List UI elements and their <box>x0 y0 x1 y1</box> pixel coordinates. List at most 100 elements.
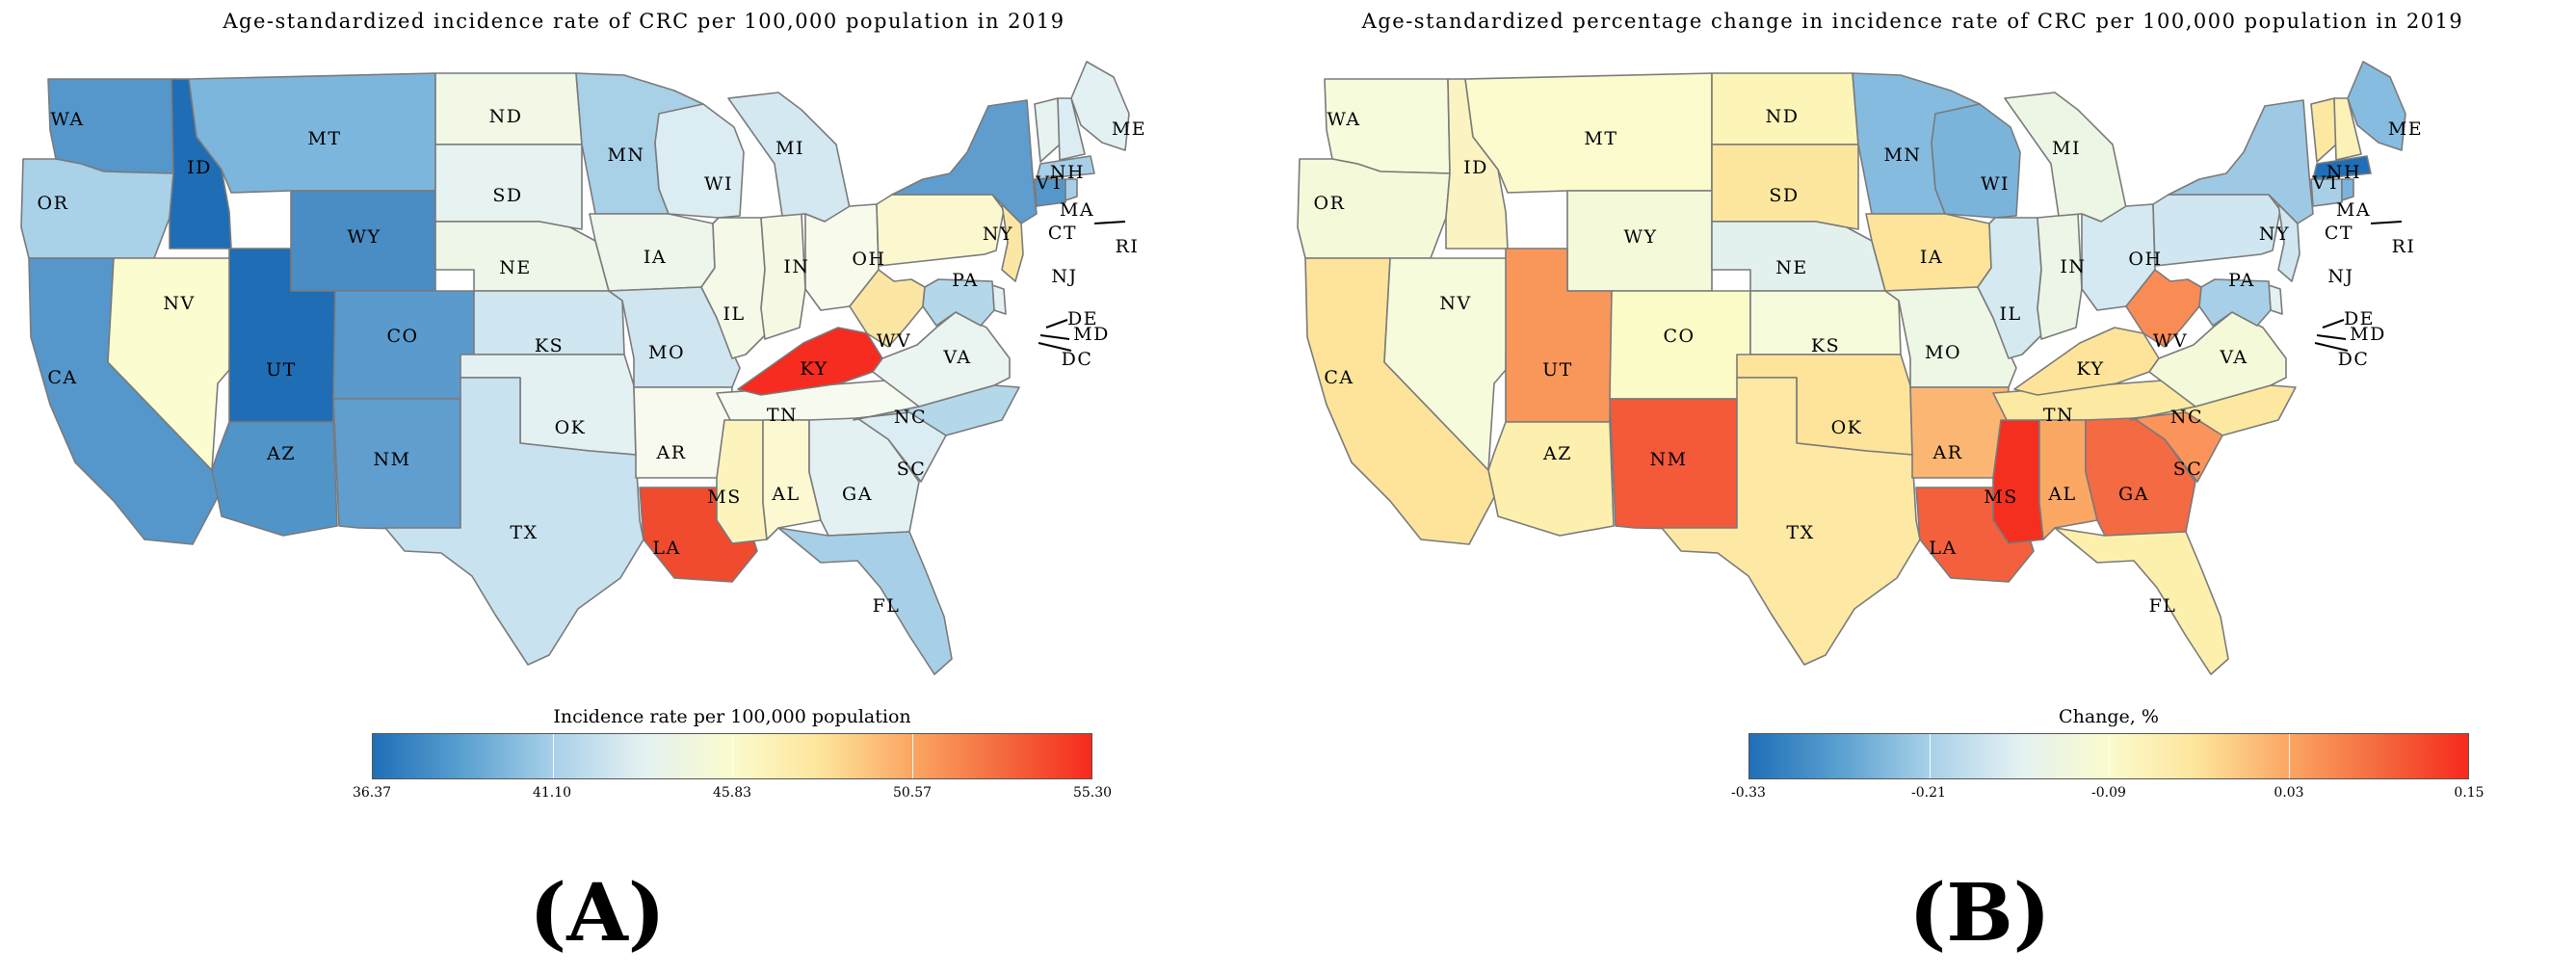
state-label-wv: WV <box>2153 330 2188 352</box>
state-ne <box>434 221 610 292</box>
state-label-id: ID <box>187 157 212 178</box>
state-label-ri: RI <box>1116 236 1140 257</box>
state-label-fl: FL <box>873 595 901 617</box>
state-label-wv: WV <box>877 330 911 352</box>
legend-tick-label: -0.21 <box>1911 785 1946 801</box>
state-label-dc: DC <box>2338 349 2370 370</box>
state-nh <box>1057 97 1086 161</box>
legend-labels-b: -0.33 -0.21 -0.09 0.03 0.15 <box>1731 785 2484 806</box>
state-label-il: IL <box>1999 303 2021 325</box>
state-label-mt: MT <box>1584 128 1617 149</box>
state-ma <box>2312 155 2372 180</box>
state-label-ma: MA <box>1060 199 1094 221</box>
state-label-oh: OH <box>852 249 885 270</box>
state-label-al: AL <box>2047 484 2076 505</box>
state-tx <box>384 377 644 666</box>
state-label-az: AZ <box>266 443 296 464</box>
legend-tick-label: 41.10 <box>532 785 572 801</box>
state-nj <box>2277 203 2300 282</box>
state-label-id: ID <box>1463 157 1488 178</box>
state-ny <box>2168 99 2314 224</box>
leader-line <box>2370 221 2403 224</box>
state-label-tn: TN <box>767 405 798 426</box>
state-in <box>2037 213 2083 340</box>
state-label-ia: IA <box>644 247 667 268</box>
legend-b: Change, % -0.33 -0.21 -0.09 0.03 0.15 <box>1731 706 2484 806</box>
state-label-nv: NV <box>1439 293 1471 314</box>
state-label-mo: MO <box>648 342 685 363</box>
panel-label-a: (A) <box>529 867 666 960</box>
legend-labels-a: 36.37 41.10 45.83 50.57 55.30 <box>353 785 1112 806</box>
leader-line <box>1045 319 1068 329</box>
state-label-or: OR <box>1314 193 1346 214</box>
state-label-fl: FL <box>2149 595 2177 617</box>
state-label-ut: UT <box>266 359 297 381</box>
state-label-la: LA <box>652 538 680 559</box>
state-label-ne: NE <box>1775 257 1808 278</box>
state-label-md: MD <box>1073 324 1110 345</box>
state-ks <box>473 290 625 355</box>
state-ri <box>2341 178 2354 201</box>
state-wi <box>654 103 745 219</box>
leader-line <box>1039 334 1070 340</box>
state-label-nh: NH <box>1050 162 1085 183</box>
state-label-nd: ND <box>1766 106 1800 127</box>
state-label-ut: UT <box>1542 359 1573 381</box>
state-label-ca: CA <box>47 367 77 388</box>
state-nj <box>1001 203 1024 282</box>
state-md <box>922 278 995 327</box>
state-ct <box>2310 178 2343 207</box>
leader-line <box>2322 319 2345 329</box>
state-label-in: IN <box>2060 256 2086 277</box>
state-label-ky: KY <box>800 358 828 380</box>
state-label-az: AZ <box>1542 443 1572 464</box>
state-label-wy: WY <box>1623 226 1657 248</box>
state-label-ga: GA <box>842 484 873 505</box>
legend-a: Incidence rate per 100,000 population 36… <box>353 706 1112 806</box>
state-label-sc: SC <box>2173 459 2203 480</box>
state-label-mn: MN <box>607 145 644 166</box>
state-ma <box>1036 155 1095 180</box>
state-label-ks: KS <box>535 335 564 356</box>
state-label-ky: KY <box>2076 358 2104 380</box>
state-label-sc: SC <box>897 459 927 480</box>
state-fl <box>2054 527 2229 675</box>
state-label-wa: WA <box>50 109 84 130</box>
map-title-a: Age-standardized incidence rate of CRC p… <box>223 10 1065 33</box>
state-label-pa: PA <box>2228 270 2255 291</box>
state-label-nc: NC <box>2170 407 2203 428</box>
state-label-ar: AR <box>1932 442 1962 463</box>
state-label-wi: WI <box>704 173 733 195</box>
state-label-me: ME <box>2388 118 2423 140</box>
state-label-mo: MO <box>1925 342 1961 363</box>
state-label-nj: NJ <box>1051 266 1077 287</box>
state-label-me: ME <box>1112 118 1146 140</box>
state-ar <box>1909 386 2010 479</box>
state-label-wa: WA <box>1327 109 1360 130</box>
state-label-va: VA <box>2219 347 2247 368</box>
leader-line <box>2314 342 2349 352</box>
legend-tick-label: 45.83 <box>712 785 752 801</box>
state-ri <box>1065 178 1078 201</box>
state-label-nj: NJ <box>2327 266 2353 287</box>
state-label-ga: GA <box>2118 484 2149 505</box>
state-label-oh: OH <box>2128 249 2162 270</box>
state-label-mi: MI <box>2052 138 2081 159</box>
state-vt <box>2310 97 2337 163</box>
leader-line <box>1038 342 1072 352</box>
state-label-ms: MS <box>707 486 741 508</box>
state-label-sd: SD <box>1769 185 1799 206</box>
state-label-pa: PA <box>952 270 979 291</box>
state-ne <box>1711 221 1886 292</box>
state-label-ia: IA <box>1920 247 1943 268</box>
legend-title-a: Incidence rate per 100,000 population <box>553 706 911 727</box>
state-label-nv: NV <box>163 293 195 314</box>
legend-tick-label: 0.03 <box>2274 785 2304 801</box>
legend-tick-label: -0.09 <box>2091 785 2126 801</box>
panel-a: Age-standardized incidence rate of CRC p… <box>20 10 1146 960</box>
state-in <box>760 213 806 340</box>
state-va <box>2148 311 2287 408</box>
state-label-ne: NE <box>499 257 532 278</box>
state-label-wi: WI <box>1981 173 2010 195</box>
state-label-nc: NC <box>894 407 927 428</box>
